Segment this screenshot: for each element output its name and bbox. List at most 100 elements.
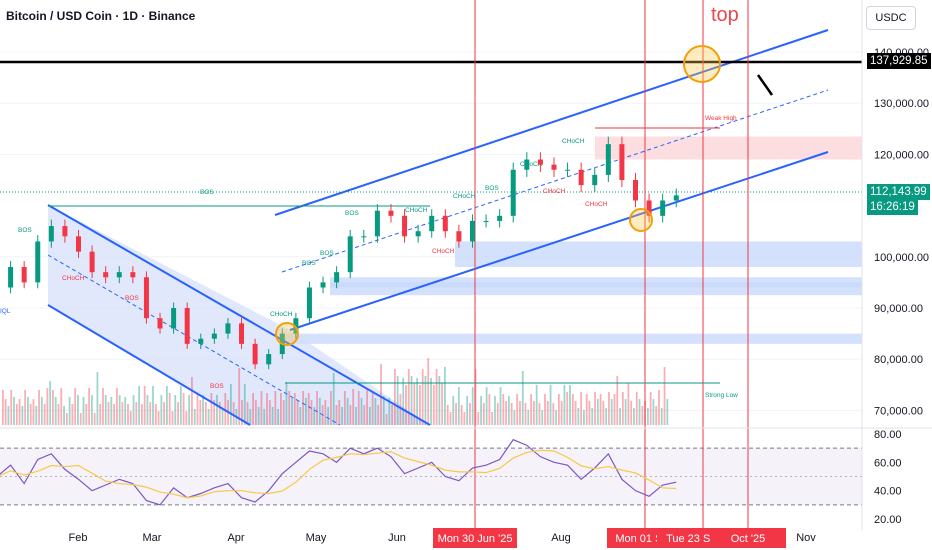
volume-bar — [521, 371, 524, 425]
volume-bar — [380, 364, 382, 425]
currency-button[interactable]: USDC — [866, 6, 916, 30]
volume-bar — [21, 406, 24, 425]
candle-body — [632, 180, 638, 201]
volume-bar — [188, 395, 191, 425]
volume-bar — [560, 401, 563, 425]
iql-label: IQL — [0, 308, 11, 315]
volume-bar — [377, 405, 380, 425]
rsi-panel — [0, 427, 932, 506]
price-tick-label: 120,000.00 — [874, 149, 929, 161]
volume-bar — [649, 392, 652, 425]
volume-bar — [360, 398, 363, 425]
volume-bar — [519, 401, 521, 425]
volume-bar — [302, 391, 305, 425]
volume-bar — [121, 402, 124, 425]
volume-bar — [238, 368, 241, 425]
volume-bar — [229, 384, 232, 425]
volume-bar — [124, 397, 127, 425]
candle-body — [388, 210, 394, 216]
smc-label: BOS — [485, 185, 499, 192]
volume-bar — [499, 387, 502, 425]
volume-bar — [399, 394, 402, 425]
volume-bar — [452, 396, 455, 425]
volume-bar — [538, 403, 541, 425]
volume-bar — [457, 387, 460, 425]
volume-bar — [613, 394, 616, 425]
candle-body — [646, 200, 652, 216]
volume-bar — [266, 393, 268, 425]
strong-low-label: Strong Low — [705, 392, 738, 399]
volume-bar — [491, 412, 494, 425]
time-tick-label: Apr — [227, 532, 244, 544]
volume-bar — [135, 402, 138, 425]
volume-bar — [463, 412, 466, 425]
candle-body — [551, 164, 557, 170]
volume-bar — [104, 395, 107, 425]
volume-bar — [621, 392, 624, 425]
volume-bar — [630, 401, 633, 425]
volume-bar — [485, 387, 488, 425]
candle-body — [660, 200, 666, 216]
volume-bar — [405, 385, 407, 425]
volume-bar — [580, 392, 583, 425]
volume-bar — [29, 404, 32, 425]
volume-bar — [635, 392, 638, 425]
smc-label: CHoCH — [543, 188, 566, 195]
volume-bar — [60, 388, 63, 425]
volume-bar — [455, 403, 457, 425]
volume-bar — [179, 386, 182, 425]
volume-bar — [663, 367, 666, 425]
volume-bar — [338, 400, 341, 425]
volume-bar — [624, 399, 627, 425]
time-tick-label: May — [306, 532, 327, 544]
volume-bar — [510, 403, 513, 425]
volume-bar — [288, 391, 291, 425]
volume-bar — [82, 397, 85, 425]
candle-body — [565, 169, 571, 171]
volume-bar — [213, 400, 216, 425]
volume-bar — [154, 404, 157, 425]
volume-bar — [646, 408, 649, 425]
volume-bar — [410, 376, 413, 425]
volume-bar — [110, 397, 113, 425]
time-highlight-box — [710, 528, 786, 548]
volume-bar — [241, 400, 243, 425]
volume-bar — [204, 402, 207, 425]
volume-bar — [530, 394, 532, 425]
volume-bar — [299, 407, 302, 425]
volume-bar — [666, 399, 669, 425]
volume-bar — [446, 405, 449, 425]
candle-body — [510, 169, 516, 216]
volume-bar — [413, 383, 416, 425]
volume-bar — [435, 369, 438, 425]
price-tick-label: 70,000.00 — [874, 405, 923, 417]
candle-body — [35, 241, 41, 283]
time-tick-label: Feb — [69, 532, 88, 544]
volume-bar — [585, 394, 588, 425]
volume-bar — [54, 397, 57, 425]
volume-bar — [90, 395, 93, 425]
volume-bar — [594, 392, 596, 425]
channel-lower-desc — [47, 304, 251, 426]
volume-bar — [330, 391, 332, 425]
candle-body — [320, 282, 326, 288]
volume-bar — [558, 394, 560, 425]
volume-bar — [96, 372, 99, 425]
volume-bar — [199, 400, 202, 425]
volume-bar — [357, 391, 360, 425]
volume-bar — [149, 402, 152, 425]
candle-body — [619, 144, 625, 180]
volume-bar — [218, 402, 221, 425]
volume-bar — [599, 394, 602, 425]
volume-bar — [282, 400, 285, 425]
volume-bar — [488, 394, 491, 425]
volume-bar — [207, 409, 210, 425]
price-tick-label: 80,000.00 — [874, 354, 923, 366]
volume-bar — [610, 399, 613, 425]
volume-bar — [324, 400, 327, 425]
candle-body — [306, 287, 312, 319]
price-tick-label: 90,000.00 — [874, 303, 923, 315]
volume-bar — [232, 402, 235, 425]
smc-label: BOS — [210, 383, 224, 390]
overlay-drawings — [275, 45, 721, 346]
